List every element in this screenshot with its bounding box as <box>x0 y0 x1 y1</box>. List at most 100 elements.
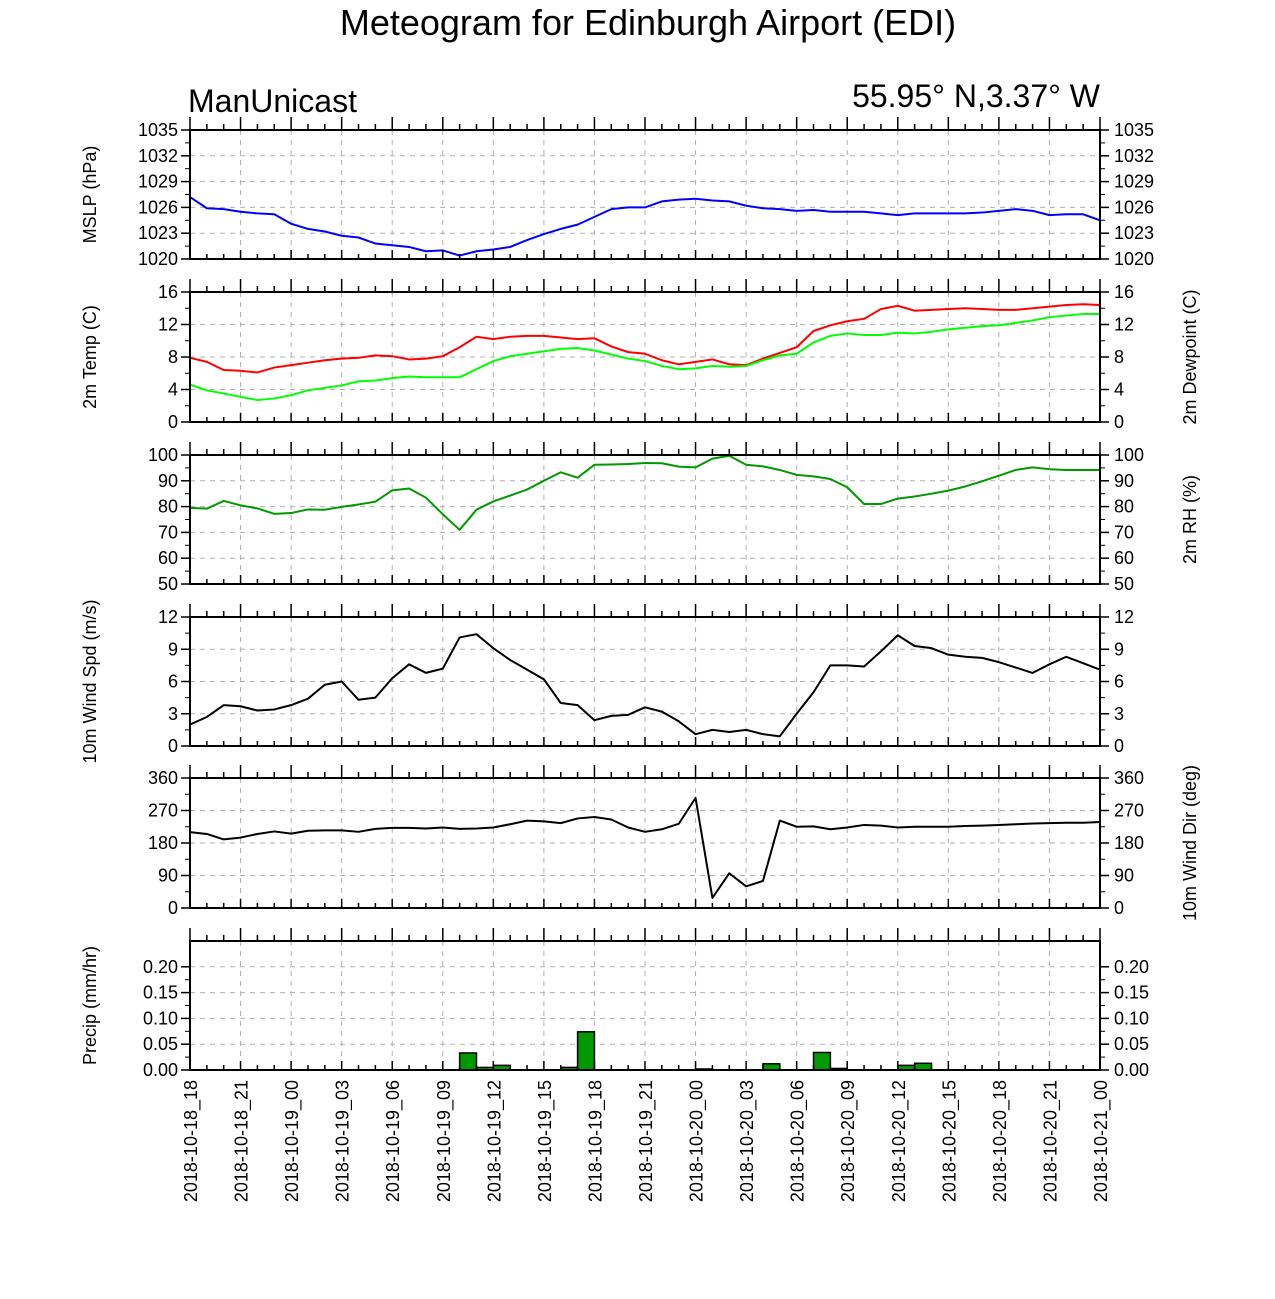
panel-wspd: 0 0 3 3 6 6 9 9 12 12 10m Wind Spd (m/s) <box>80 599 1134 763</box>
y-tick-label-left: 3 <box>168 704 178 724</box>
y-tick-label-right: 1023 <box>1114 223 1154 243</box>
series-line-rh <box>189 454 1100 531</box>
y-tick-label-left: 8 <box>168 347 178 367</box>
x-tick-label: 2018-10-19_00 <box>282 1080 303 1202</box>
y-axis-label-right: 2m Dewpoint (C) <box>1180 289 1200 424</box>
x-tick-label: 2018-10-20_00 <box>687 1080 708 1202</box>
x-tick-label: 2018-10-20_03 <box>737 1080 758 1202</box>
series-line-wspd <box>189 633 1101 738</box>
y-tick-label-left: 0 <box>168 412 178 432</box>
y-tick-label-left: 9 <box>168 639 178 659</box>
x-tick-label: 2018-10-19_18 <box>585 1080 606 1202</box>
y-tick-label-left: 4 <box>168 380 178 400</box>
station-location: 55.95° N,3.37° W <box>852 78 1101 114</box>
y-tick-label-right: 0.10 <box>1114 1008 1149 1028</box>
y-tick-label-left: 100 <box>148 445 178 465</box>
y-tick-label-right: 0.15 <box>1114 983 1149 1003</box>
y-tick-label-right: 270 <box>1114 801 1144 821</box>
y-tick-label-right: 90 <box>1114 866 1134 886</box>
x-tick-label: 2018-10-18_21 <box>232 1080 253 1202</box>
y-axis-label-left: 10m Wind Spd (m/s) <box>80 599 100 763</box>
y-tick-label-right: 1026 <box>1114 197 1154 217</box>
x-tick-label: 2018-10-20_06 <box>788 1080 809 1202</box>
x-tick-label: 2018-10-18_18 <box>181 1080 202 1202</box>
y-tick-label-right: 100 <box>1114 445 1144 465</box>
y-tick-label-right: 60 <box>1114 548 1134 568</box>
y-tick-label-left: 0.05 <box>143 1034 178 1054</box>
panel-temp: 0 0 4 4 8 8 12 12 16 16 2m Temp (C) 2m Dewpoint (C) <box>80 279 1200 432</box>
y-tick-label-left: 1032 <box>138 146 178 166</box>
x-tick-label: 2018-10-19_03 <box>333 1080 354 1202</box>
x-tick-label: 2018-10-19_12 <box>484 1080 505 1202</box>
y-tick-label-right: 9 <box>1114 639 1124 659</box>
y-tick-label-right: 1035 <box>1114 120 1154 140</box>
y-axis-label-right: 10m Wind Dir (deg) <box>1180 765 1200 921</box>
y-tick-label-left: 60 <box>158 548 178 568</box>
chart-title: Meteogram for Edinburgh Airport (EDI) <box>340 2 956 43</box>
x-tick-label: 2018-10-20_15 <box>939 1080 960 1202</box>
y-tick-label-right: 6 <box>1114 672 1124 692</box>
x-tick-label: 2018-10-20_18 <box>990 1080 1011 1202</box>
x-tick-label: 2018-10-19_21 <box>636 1080 657 1202</box>
y-tick-label-left: 0.10 <box>143 1008 178 1028</box>
y-tick-label-left: 90 <box>158 866 178 886</box>
x-tick-label: 2018-10-20_21 <box>1040 1080 1061 1202</box>
y-tick-label-left: 180 <box>148 833 178 853</box>
y-tick-label-left: 80 <box>158 497 178 517</box>
y-tick-label-right: 1032 <box>1114 146 1154 166</box>
y-tick-label-right: 50 <box>1114 574 1134 594</box>
series-line-mslp <box>189 196 1101 257</box>
y-axis-label-left: Precip (mm/hr) <box>80 946 100 1065</box>
series-line-wdir <box>189 796 1101 899</box>
y-tick-label-right: 0.00 <box>1114 1060 1149 1080</box>
y-tick-label-left: 0 <box>168 736 178 756</box>
y-tick-label-left: 6 <box>168 672 178 692</box>
x-tick-label: 2018-10-20_09 <box>838 1080 859 1202</box>
y-tick-label-left: 70 <box>158 522 178 542</box>
y-tick-label-right: 12 <box>1114 607 1134 627</box>
y-tick-label-right: 70 <box>1114 522 1134 542</box>
series-line-temp <box>189 312 1100 402</box>
y-tick-label-left: 50 <box>158 574 178 594</box>
y-axis-label-right: 2m RH (%) <box>1180 475 1200 564</box>
x-tick-label: 2018-10-20_12 <box>889 1080 910 1202</box>
y-tick-label-right: 90 <box>1114 471 1134 491</box>
y-tick-label-left: 0.15 <box>143 983 178 1003</box>
x-tick-label: 2018-10-19_09 <box>434 1080 455 1202</box>
y-tick-label-left: 1029 <box>138 172 178 192</box>
precip-bar <box>576 1031 596 1071</box>
precip-bar <box>913 1062 933 1071</box>
y-tick-label-right: 4 <box>1114 380 1124 400</box>
y-tick-label-left: 0 <box>168 898 178 918</box>
panel-rh: 50 50 60 60 70 70 80 80 90 90 100 100 2m RH (%) <box>148 442 1200 594</box>
y-tick-label-right: 0 <box>1114 898 1124 918</box>
y-tick-label-right: 3 <box>1114 704 1124 724</box>
x-tick-label: 2018-10-19_06 <box>383 1080 404 1202</box>
y-tick-label-left: 1023 <box>138 223 178 243</box>
panel-precip: 0.00 0.00 0.05 0.05 0.10 0.10 0.15 0.15 0.20 0.20… <box>80 928 1149 1080</box>
y-tick-label-right: 0.20 <box>1114 957 1149 977</box>
y-tick-label-left: 0.20 <box>143 957 178 977</box>
y-tick-label-right: 16 <box>1114 282 1134 302</box>
x-tick-label: 2018-10-21_00 <box>1091 1080 1112 1202</box>
y-tick-label-right: 180 <box>1114 833 1144 853</box>
y-tick-label-left: 0.00 <box>143 1060 178 1080</box>
y-tick-label-left: 360 <box>148 768 178 788</box>
y-axis-label-left: 2m Temp (C) <box>80 305 100 409</box>
y-tick-label-right: 80 <box>1114 497 1134 517</box>
precip-bar <box>458 1052 478 1071</box>
y-tick-label-right: 0.05 <box>1114 1034 1149 1054</box>
x-tick-label: 2018-10-19_15 <box>535 1080 556 1202</box>
y-tick-label-left: 1035 <box>138 120 178 140</box>
y-tick-label-right: 1029 <box>1114 172 1154 192</box>
y-tick-label-right: 0 <box>1114 412 1124 432</box>
y-tick-label-right: 1020 <box>1114 249 1154 269</box>
y-tick-label-left: 12 <box>158 315 178 335</box>
y-tick-label-left: 16 <box>158 282 178 302</box>
model-name: ManUnicast <box>188 83 357 119</box>
y-tick-label-right: 12 <box>1114 315 1134 335</box>
y-axis-label-left: MSLP (hPa) <box>80 146 100 244</box>
y-tick-label-left: 1026 <box>138 197 178 217</box>
series-line-temp <box>189 303 1101 374</box>
